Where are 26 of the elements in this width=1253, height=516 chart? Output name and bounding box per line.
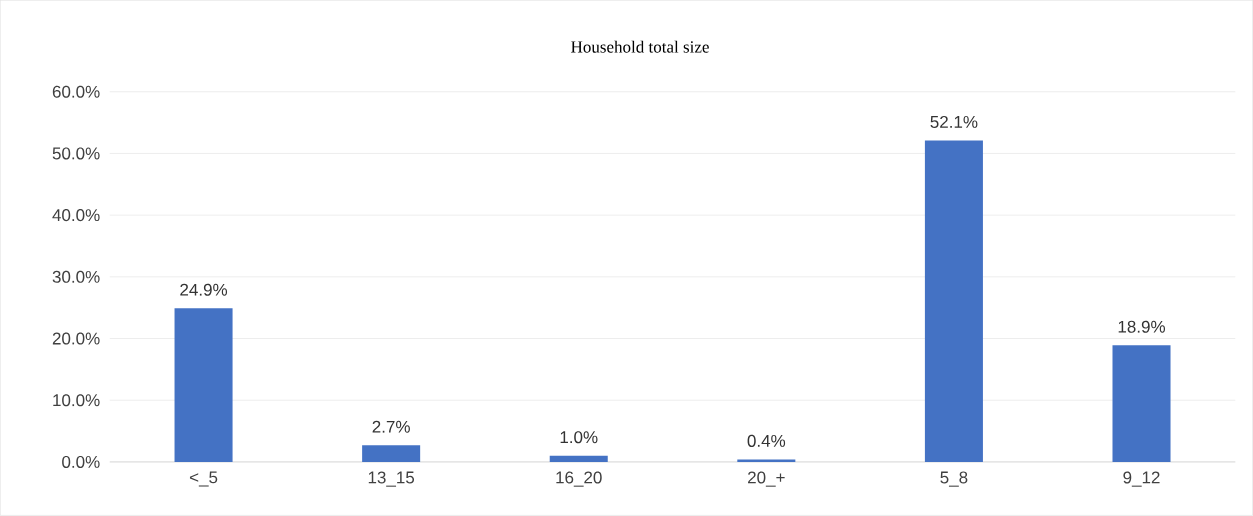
y-tick-label: 40.0% [52, 209, 100, 222]
data-label: 24.9% [180, 283, 228, 296]
bar [549, 455, 608, 463]
data-label: 52.1% [930, 116, 978, 129]
bar [362, 445, 421, 463]
data-label: 2.7% [372, 420, 410, 433]
bar [737, 459, 796, 463]
y-tick-label: 0.0% [62, 456, 100, 469]
x-tick-label: 13_15 [368, 471, 415, 487]
x-tick-label: 9_12 [1123, 471, 1160, 487]
data-label: 18.9% [1118, 320, 1166, 333]
chart-title: Household total size [571, 40, 709, 53]
data-label: 0.4% [747, 435, 786, 448]
y-tick-label: 10.0% [53, 394, 100, 407]
bar [1112, 345, 1171, 463]
y-tick-label: 20.0% [52, 332, 100, 345]
bar [174, 308, 233, 463]
y-tick-label: 60.0% [52, 85, 100, 98]
y-tick-label: 50.0% [52, 147, 100, 160]
y-tick-label: 30.0% [52, 270, 100, 284]
bar [924, 140, 983, 463]
x-tick-label: 20_+ [748, 471, 785, 487]
x-tick-label: <_5 [189, 471, 218, 487]
data-label: 1.0% [560, 431, 598, 444]
x-tick-label: 16_20 [556, 471, 602, 487]
x-tick-label: 5_8 [940, 471, 968, 487]
